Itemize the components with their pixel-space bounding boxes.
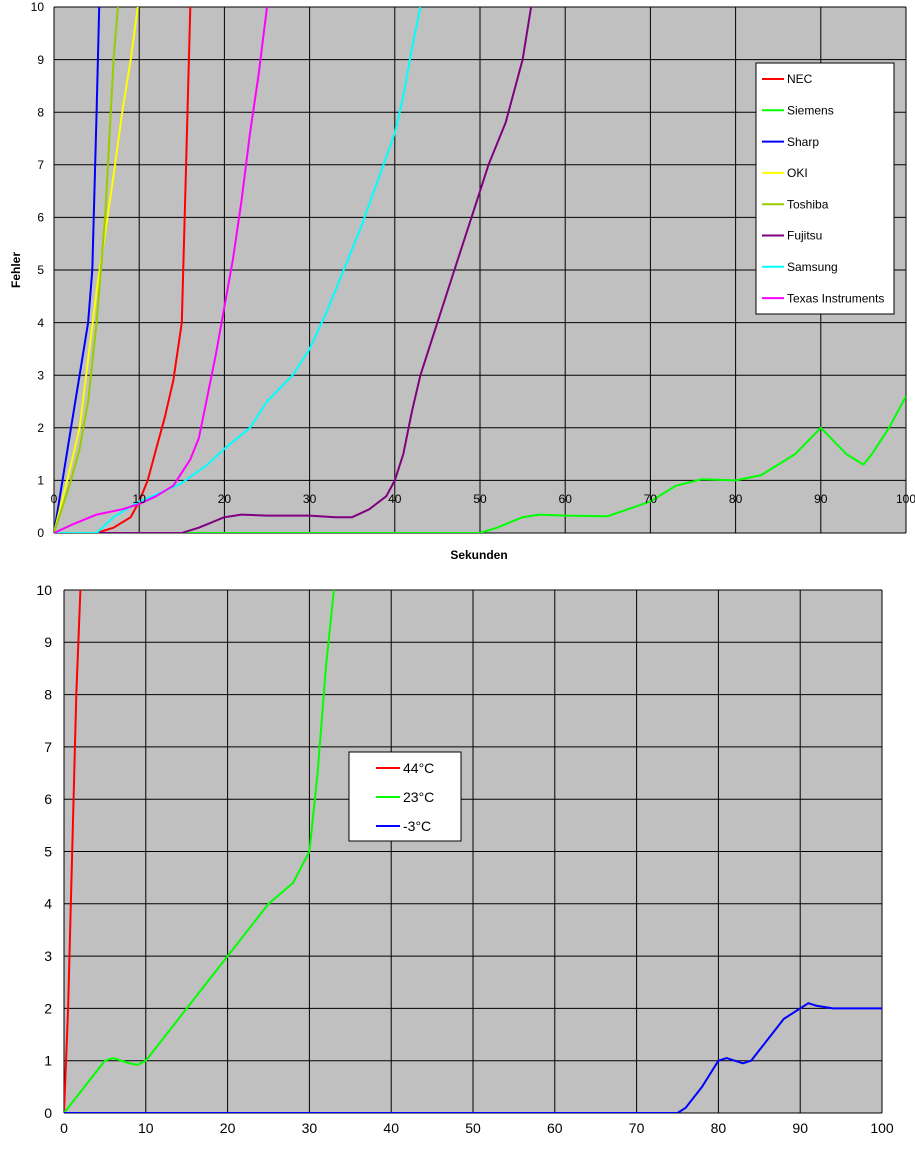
legend-label-toshiba: Toshiba <box>787 197 829 211</box>
legend-label-siemens: Siemens <box>787 104 834 118</box>
series-lines-2 <box>64 590 882 1113</box>
x-tick-label: 20 <box>220 1120 236 1136</box>
legend-label-oki: OKI <box>787 166 808 180</box>
y-tick-label: 5 <box>37 263 44 277</box>
x-tick-labels-2: 0 10 20 30 40 50 60 70 80 90 100 <box>60 1120 894 1136</box>
legend-box-2 <box>348 751 462 842</box>
legend-label-23c: 23°C <box>403 789 434 805</box>
series-lines-1 <box>54 7 906 533</box>
x-tick-label: 0 <box>51 492 58 506</box>
legend-label-fujitsu: Fujitsu <box>787 229 822 243</box>
y-tick-label: 7 <box>37 158 44 172</box>
x-tick-label: 90 <box>814 492 828 506</box>
x-tick-label: 0 <box>60 1120 68 1136</box>
x-tick-labels-1: 0 10 20 30 40 50 60 70 80 90 100 <box>51 492 915 506</box>
x-tick-label: 20 <box>218 492 232 506</box>
x-tick-label: 30 <box>302 1120 318 1136</box>
legend-2: 44°C 23°C -3°C <box>348 751 462 842</box>
y-tick-label: 10 <box>31 0 45 14</box>
x-tick-label: 50 <box>465 1120 481 1136</box>
legend-label-sharp: Sharp <box>787 135 819 149</box>
x-tick-label: 10 <box>138 1120 154 1136</box>
x-tick-label: 100 <box>896 492 915 506</box>
y-tick-label: 0 <box>44 1105 52 1121</box>
y-tick-label: 8 <box>37 105 44 119</box>
x-tick-label: 80 <box>711 1120 727 1136</box>
series-line-nec <box>54 7 192 533</box>
y-tick-label: 5 <box>44 843 52 859</box>
legend-label-44c: 44°C <box>403 760 434 776</box>
x-tick-label: 90 <box>792 1120 808 1136</box>
y-tick-label: 3 <box>44 948 52 964</box>
y-tick-label: 6 <box>37 211 44 225</box>
x-tick-label: 50 <box>473 492 487 506</box>
x-tick-label: 40 <box>383 1120 399 1136</box>
y-tick-label: 10 <box>36 582 52 598</box>
y-tick-label: 6 <box>44 791 52 807</box>
x-tick-label: 30 <box>303 492 317 506</box>
series-line-3c <box>64 1002 882 1113</box>
series-line-texas-instruments <box>54 7 268 533</box>
y-tick-label: 7 <box>44 739 52 755</box>
y-tick-label: 2 <box>37 421 44 435</box>
x-tick-label: 60 <box>559 492 573 506</box>
legend-label-3c: -3°C <box>403 818 431 834</box>
y-axis-label: Fehler <box>9 252 23 288</box>
y-tick-label: 4 <box>44 896 52 912</box>
x-tick-label: 70 <box>629 1120 645 1136</box>
legend-1: NEC Siemens Sharp OKI Toshiba Fujitsu Samsung T… <box>755 62 895 315</box>
legend-label-texas-instruments: Texas Instruments <box>787 291 884 305</box>
y-tick-label: 9 <box>44 634 52 650</box>
series-line-sharp <box>54 7 101 533</box>
y-tick-label: 9 <box>37 53 44 67</box>
x-tick-label: 60 <box>547 1120 563 1136</box>
series-line-samsung <box>54 7 422 533</box>
y-tick-labels-2: 0 1 2 3 4 5 6 7 8 9 10 <box>36 582 52 1121</box>
x-tick-label: 10 <box>133 492 147 506</box>
x-axis-label: Sekunden <box>450 548 507 562</box>
x-tick-label: 70 <box>644 492 658 506</box>
y-tick-label: 0 <box>37 526 44 540</box>
y-tick-label: 3 <box>37 368 44 382</box>
x-tick-label: 100 <box>870 1120 894 1136</box>
y-tick-label: 2 <box>44 1000 52 1016</box>
legend-label-samsung: Samsung <box>787 260 838 274</box>
y-tick-labels-1: 0 1 2 3 4 5 6 7 8 9 10 <box>31 0 45 540</box>
chart-2: 0 10 20 30 40 50 60 70 80 90 100 0 1 2 3 4 5 6 7 8 9 10 44°C… <box>36 582 894 1136</box>
y-tick-label: 4 <box>37 316 44 330</box>
series-line-siemens <box>54 395 906 533</box>
legend-box-1 <box>755 62 895 315</box>
y-tick-label: 1 <box>37 474 44 488</box>
series-line-toshiba <box>54 7 119 533</box>
x-tick-label: 80 <box>729 492 743 506</box>
y-tick-label: 8 <box>44 687 52 703</box>
legend-label-nec: NEC <box>787 72 813 86</box>
y-tick-label: 1 <box>44 1053 52 1069</box>
series-line-fujitsu <box>54 7 533 533</box>
series-line-oki <box>54 7 139 533</box>
series-line-23c <box>64 590 335 1113</box>
series-line-44c <box>64 590 82 1113</box>
x-tick-label: 40 <box>388 492 402 506</box>
